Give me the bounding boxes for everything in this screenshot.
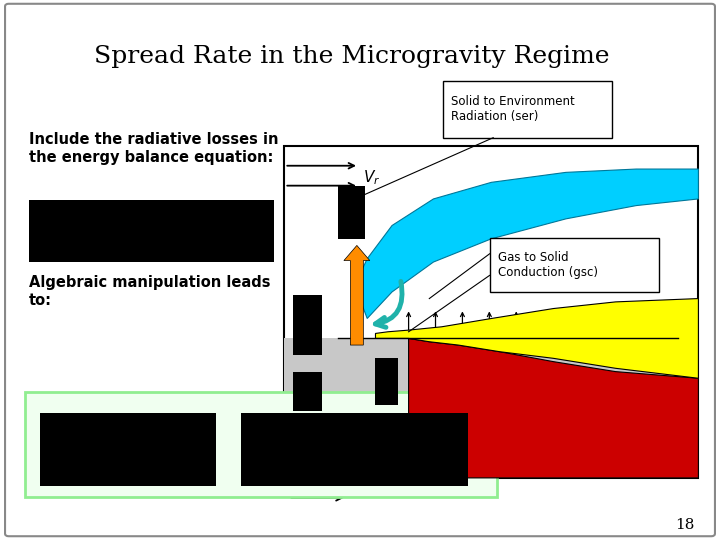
Text: 18: 18: [675, 518, 695, 532]
Text: $V_f$: $V_f$: [289, 446, 306, 464]
Bar: [284, 339, 698, 478]
FancyArrowPatch shape: [375, 281, 402, 327]
Polygon shape: [409, 339, 698, 478]
Bar: [490, 238, 659, 292]
Bar: [292, 372, 322, 411]
Bar: [292, 295, 322, 355]
Text: $V_r$: $V_r$: [363, 168, 380, 187]
FancyArrow shape: [344, 245, 370, 345]
Text: Spread Rate in the Microgravity Regime: Spread Rate in the Microgravity Regime: [94, 45, 609, 68]
Bar: [40, 413, 216, 486]
Bar: [241, 413, 468, 486]
FancyBboxPatch shape: [5, 4, 715, 536]
Bar: [376, 359, 398, 405]
Text: Gas to Solid
Conduction (gsc): Gas to Solid Conduction (gsc): [498, 251, 598, 279]
Bar: [443, 81, 612, 138]
Polygon shape: [376, 299, 698, 378]
Text: Solid to Environment
Radiation (ser): Solid to Environment Radiation (ser): [451, 96, 575, 123]
FancyBboxPatch shape: [25, 392, 497, 497]
Polygon shape: [355, 169, 698, 319]
Bar: [284, 146, 698, 478]
Bar: [29, 200, 274, 262]
Bar: [338, 186, 365, 239]
Text: Include the radiative losses in
the energy balance equation:: Include the radiative losses in the ener…: [29, 132, 279, 165]
Text: Algebraic manipulation leads
to:: Algebraic manipulation leads to:: [29, 275, 270, 308]
